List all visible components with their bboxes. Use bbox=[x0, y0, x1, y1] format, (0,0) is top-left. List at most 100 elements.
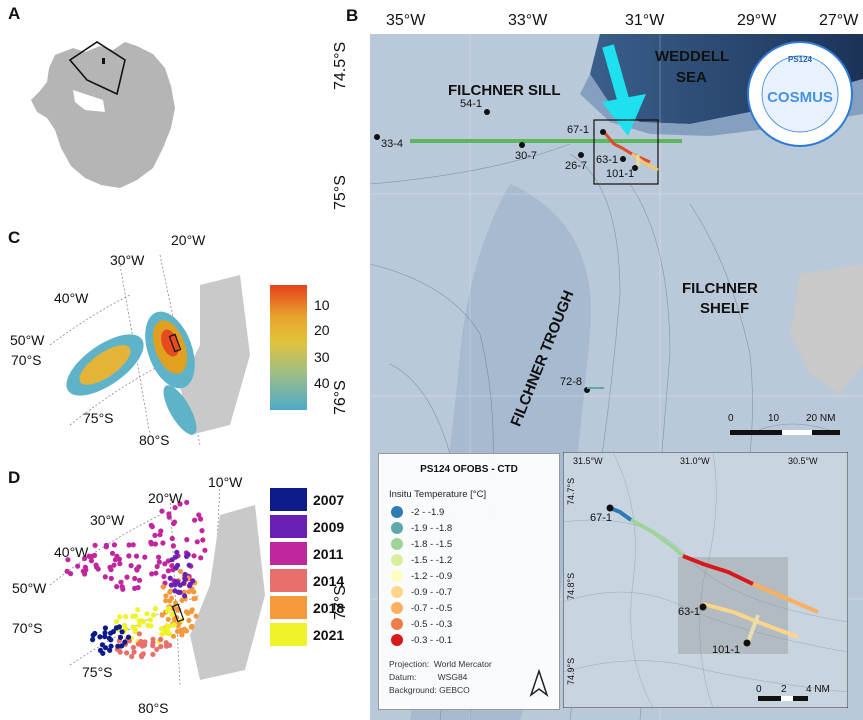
station-label-54-1: 54-1 bbox=[460, 98, 483, 110]
station-point bbox=[86, 553, 92, 559]
station-point bbox=[158, 643, 164, 650]
year-label: 2014 bbox=[313, 572, 345, 589]
station-point bbox=[64, 568, 70, 574]
station-point bbox=[124, 574, 130, 580]
station-point bbox=[133, 553, 140, 559]
station-point bbox=[119, 629, 125, 635]
station-point bbox=[97, 634, 103, 640]
panel-letter-a: A bbox=[8, 4, 21, 23]
legend-swatch bbox=[391, 570, 403, 582]
station-point bbox=[198, 516, 204, 522]
study-box bbox=[593, 119, 659, 185]
inset-scale-4nm: 4 NM bbox=[806, 684, 830, 695]
d-lon-10w: 10°W bbox=[208, 474, 243, 490]
station-point bbox=[149, 571, 155, 577]
station-point bbox=[103, 542, 109, 548]
station-point bbox=[113, 619, 120, 625]
station-point bbox=[152, 541, 158, 547]
station-point bbox=[150, 636, 156, 642]
legend-item-label: -0.3 - -0.1 bbox=[411, 634, 453, 646]
weddell-label-2: SEA bbox=[676, 69, 707, 86]
antarctica-landmass bbox=[31, 42, 175, 188]
c-lon-20w: 20°W bbox=[171, 232, 206, 248]
station-point bbox=[135, 641, 142, 647]
station-point bbox=[191, 589, 197, 595]
station-point bbox=[196, 512, 202, 518]
station-point bbox=[128, 563, 134, 569]
station-point bbox=[147, 617, 153, 623]
inset-scale-0: 0 bbox=[756, 684, 762, 695]
station-point bbox=[150, 651, 156, 657]
legend-subtitle: Insitu Temperature [°C] bbox=[389, 489, 487, 500]
station-point bbox=[108, 637, 114, 643]
c-lat-75s: 75°S bbox=[83, 410, 114, 426]
legend-item-label: -1.5 - -1.2 bbox=[411, 554, 453, 566]
station-point bbox=[159, 626, 165, 632]
station-point bbox=[136, 618, 142, 624]
station-point bbox=[126, 542, 132, 548]
station-point bbox=[111, 542, 117, 548]
station-point bbox=[108, 643, 114, 649]
lon-label-31w: 31°W bbox=[625, 12, 665, 29]
inset-lon-31-0: 31.0°W bbox=[680, 456, 710, 466]
station-point bbox=[112, 557, 118, 563]
legend-item: -1.8 - -1.5 bbox=[391, 536, 452, 552]
year-scatter-points bbox=[64, 499, 208, 660]
station-point bbox=[108, 630, 114, 636]
station-point bbox=[114, 584, 120, 590]
station-point bbox=[90, 637, 96, 643]
station-point bbox=[140, 651, 146, 657]
station-point bbox=[108, 575, 114, 581]
station-point bbox=[82, 555, 88, 562]
station-point bbox=[102, 625, 108, 631]
legend-item-label: -0.7 - -0.5 bbox=[411, 602, 453, 614]
station-point bbox=[169, 612, 175, 618]
legend-item-label: -1.8 - -1.5 bbox=[411, 538, 453, 550]
panel-letter-c: C bbox=[8, 228, 21, 247]
d-lon-50w: 50°W bbox=[12, 580, 47, 596]
temperature-legend: PS124 OFOBS - CTD Insitu Temperature [°C… bbox=[378, 453, 560, 710]
station-point bbox=[191, 553, 197, 559]
station-point bbox=[185, 551, 191, 557]
station-point bbox=[167, 588, 174, 594]
station-point bbox=[75, 563, 81, 569]
legend-item-label: -2 - -1.9 bbox=[411, 506, 445, 518]
panel-c-colorbar bbox=[270, 285, 307, 410]
legend-swatch bbox=[391, 618, 403, 630]
study-area-box bbox=[68, 41, 126, 96]
station-point bbox=[174, 579, 180, 585]
legend-datum: Datum: WSG84 bbox=[389, 672, 468, 682]
station-point bbox=[136, 564, 142, 570]
lat-label-74-5s: 74.5°S bbox=[332, 41, 349, 90]
legend-swatch bbox=[391, 522, 403, 534]
station-point bbox=[150, 612, 157, 618]
station-label-101-1: 101-1 bbox=[606, 168, 635, 180]
station-point bbox=[158, 636, 164, 642]
lat-label-75s: 75°S bbox=[332, 175, 349, 210]
legend-background: Background: GEBCO bbox=[389, 685, 470, 695]
station-point bbox=[160, 540, 166, 546]
station-point bbox=[94, 564, 100, 570]
station-point bbox=[186, 562, 192, 568]
station-point bbox=[113, 625, 119, 631]
inset-contours bbox=[563, 452, 848, 708]
station-point bbox=[166, 514, 172, 520]
station-point bbox=[148, 623, 154, 629]
year-legend-item: 2014 bbox=[270, 569, 400, 592]
station-point bbox=[194, 539, 200, 545]
station-point bbox=[123, 626, 129, 632]
legend-item-label: -1.9 - -1.8 bbox=[411, 522, 453, 534]
legend-item-label: -0.5 - -0.3 bbox=[411, 618, 453, 630]
station-point bbox=[192, 595, 198, 602]
station-point bbox=[142, 554, 148, 560]
station-label-63-1: 63-1 bbox=[596, 154, 619, 166]
c-lon-30w: 30°W bbox=[110, 252, 145, 268]
station-point bbox=[187, 581, 193, 587]
station-point bbox=[173, 565, 179, 571]
station-point bbox=[130, 644, 136, 651]
station-point bbox=[90, 632, 96, 638]
station-point bbox=[160, 584, 166, 590]
station-point bbox=[102, 645, 109, 651]
year-label: 2007 bbox=[313, 491, 345, 508]
panel-letter-b: B bbox=[346, 6, 359, 25]
